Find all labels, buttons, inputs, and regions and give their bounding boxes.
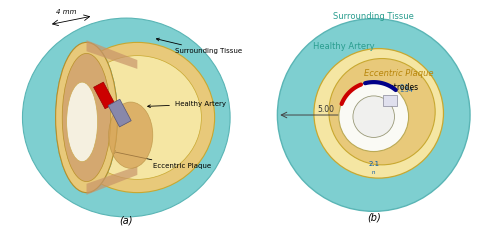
Circle shape — [353, 96, 395, 137]
Ellipse shape — [66, 82, 98, 162]
Text: Eccentric Plaque: Eccentric Plaque — [112, 151, 211, 169]
Text: 1.54: 1.54 — [400, 88, 413, 93]
Text: Lumen: Lumen — [366, 128, 392, 137]
Bar — [383, 95, 397, 106]
Circle shape — [329, 59, 435, 165]
Text: 5.00: 5.00 — [317, 105, 334, 114]
Ellipse shape — [74, 56, 202, 179]
Text: Healthy Artery: Healthy Artery — [148, 101, 226, 108]
Text: 1.25: 1.25 — [376, 115, 393, 125]
Polygon shape — [108, 99, 131, 127]
Text: Surrounding Tissue: Surrounding Tissue — [156, 38, 242, 54]
Text: (b): (b) — [367, 213, 380, 223]
Ellipse shape — [108, 102, 153, 168]
Ellipse shape — [22, 18, 230, 217]
Ellipse shape — [62, 53, 111, 182]
Text: (a): (a) — [120, 216, 133, 226]
Circle shape — [339, 82, 408, 152]
Circle shape — [314, 49, 444, 178]
Text: Electrodes: Electrodes — [378, 83, 418, 92]
Text: 0.1: 0.1 — [400, 84, 409, 89]
Ellipse shape — [56, 42, 118, 193]
Text: Eccentric Plaque: Eccentric Plaque — [364, 69, 434, 78]
Text: Surrounding Tissue: Surrounding Tissue — [334, 12, 414, 21]
Text: n: n — [372, 170, 376, 175]
Text: 4 mm: 4 mm — [56, 9, 77, 15]
Circle shape — [278, 19, 470, 211]
Ellipse shape — [56, 42, 118, 193]
Text: Healthy Artery: Healthy Artery — [313, 42, 374, 51]
Ellipse shape — [60, 42, 214, 193]
Polygon shape — [94, 82, 115, 109]
Text: 2.1: 2.1 — [368, 161, 380, 168]
Text: 2.80: 2.80 — [343, 121, 361, 139]
